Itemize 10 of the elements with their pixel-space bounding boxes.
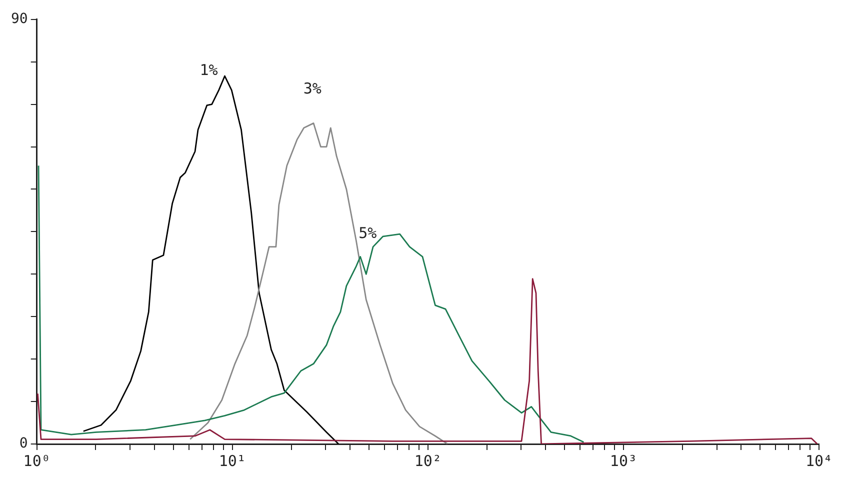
x-tick-label: 10²: [414, 452, 442, 470]
x-tick-label: 10⁰: [23, 452, 50, 470]
series-label: 5%: [358, 224, 377, 242]
x-tick-label: 10⁴: [805, 452, 833, 470]
x-tick-label: 10¹: [218, 452, 246, 470]
x-tick-label: 10³: [610, 452, 638, 470]
y-tick-label: 0: [19, 436, 28, 452]
y-tick-label: 90: [11, 11, 28, 28]
series-label: 3%: [303, 80, 322, 98]
series-label: 1%: [200, 60, 218, 79]
